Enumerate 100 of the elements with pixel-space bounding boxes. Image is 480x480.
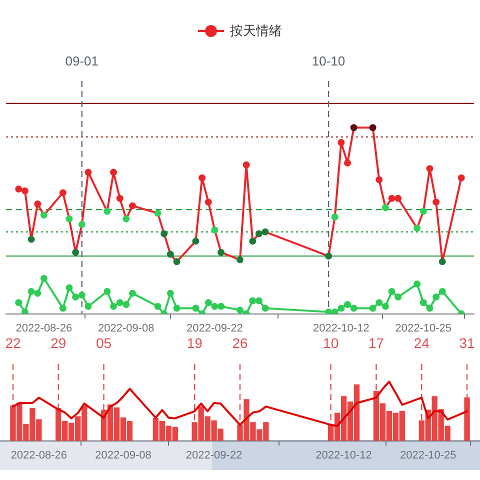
point <box>192 238 200 245</box>
point <box>154 302 162 310</box>
ref-line-label: 10 <box>323 334 339 351</box>
point <box>40 274 48 282</box>
point <box>84 168 92 176</box>
x-tick-label: 2022-10-12 <box>313 322 370 334</box>
point <box>116 299 124 306</box>
x-tick-label: 2022-10-25 <box>400 449 456 462</box>
point <box>122 300 130 308</box>
point <box>426 304 434 312</box>
point <box>338 304 345 312</box>
point <box>376 299 383 306</box>
point <box>414 224 421 232</box>
point <box>369 124 376 132</box>
point <box>15 299 22 306</box>
point <box>331 308 338 314</box>
point <box>15 186 22 193</box>
point <box>198 174 206 182</box>
point <box>192 304 200 312</box>
ref-line-label: 29 <box>50 334 66 351</box>
point <box>28 288 35 295</box>
point <box>350 304 358 312</box>
point <box>414 280 421 288</box>
point <box>236 256 244 264</box>
ref-line-label: 19 <box>186 334 203 351</box>
point <box>325 252 332 260</box>
x-tick-label: 2022-10-25 <box>395 322 452 334</box>
point <box>128 290 136 297</box>
point <box>388 288 396 295</box>
point <box>166 290 174 297</box>
point <box>255 230 262 238</box>
point <box>40 212 48 219</box>
ref-line-label: 31 <box>459 334 476 351</box>
point <box>78 220 86 228</box>
point <box>350 124 358 132</box>
ref-line-label: 26 <box>232 334 248 351</box>
point <box>110 168 118 176</box>
point <box>438 288 446 295</box>
point <box>34 290 42 297</box>
point <box>369 304 376 312</box>
point <box>72 248 80 256</box>
point <box>426 165 434 172</box>
point <box>154 210 162 217</box>
point <box>104 208 111 215</box>
point <box>432 294 440 301</box>
point <box>394 294 402 301</box>
point <box>21 308 28 314</box>
ref-line-label: 09-01 <box>65 54 99 69</box>
point <box>122 215 130 222</box>
x-tick-label: 2022-09-08 <box>95 449 152 462</box>
point <box>173 258 180 266</box>
point <box>325 308 332 314</box>
point <box>34 200 42 208</box>
point <box>331 213 338 220</box>
point <box>66 284 73 292</box>
point <box>262 304 269 312</box>
point <box>204 299 212 306</box>
x-tick-label: 2022-08-26 <box>16 322 72 334</box>
point <box>204 198 212 206</box>
point <box>458 174 465 182</box>
point <box>166 250 174 258</box>
point <box>211 302 218 310</box>
x-tick-label: 2022-08-26 <box>10 449 68 462</box>
point <box>110 302 118 310</box>
point <box>218 248 225 256</box>
point <box>262 228 269 236</box>
point <box>438 258 446 266</box>
ref-line-label: 24 <box>414 334 430 351</box>
legend-label: 按天情绪 <box>230 22 282 40</box>
point <box>59 304 66 312</box>
point <box>116 194 124 202</box>
point <box>104 288 111 295</box>
point <box>382 204 389 212</box>
ref-line-label: 10-10 <box>312 54 346 69</box>
point <box>173 304 180 312</box>
point <box>344 300 352 308</box>
ref-line-label: 05 <box>96 334 112 351</box>
x-tick-label: 2022-09-22 <box>186 322 243 334</box>
point <box>236 306 244 314</box>
point <box>211 226 218 234</box>
point <box>376 176 383 184</box>
point <box>78 292 86 299</box>
point <box>382 302 389 310</box>
point <box>255 297 262 304</box>
point <box>128 202 136 210</box>
point <box>218 302 225 310</box>
point <box>338 139 345 146</box>
point <box>394 194 402 202</box>
point <box>59 189 66 196</box>
ref-line-label: 22 <box>5 334 21 351</box>
x-tick-label: 2022-09-22 <box>186 449 242 462</box>
point <box>249 297 256 304</box>
point <box>21 187 28 194</box>
point <box>66 215 73 222</box>
point <box>72 294 80 301</box>
point <box>420 299 427 306</box>
point <box>84 302 92 310</box>
x-tick-label: 2022-09-08 <box>98 322 154 334</box>
point <box>432 198 440 206</box>
ref-line-label: 17 <box>368 334 384 351</box>
